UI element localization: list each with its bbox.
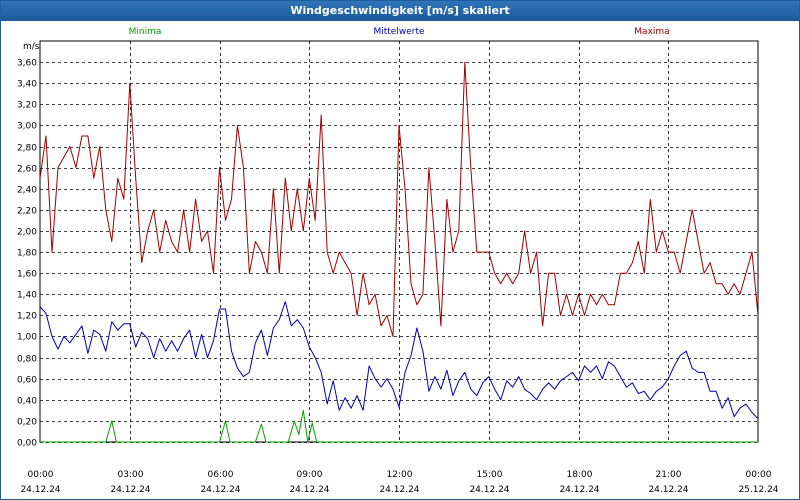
legend-maxima: Maxima [634,27,669,37]
y-tick-label: 1,00 [17,333,37,343]
y-tick-label: 3,40 [17,80,37,90]
x-tick-date: 24.12.24 [20,485,60,495]
x-tick-time: 12:00 [387,470,413,480]
x-tick-time: 09:00 [297,470,323,480]
y-tick-label: 1,60 [17,270,37,280]
legend-mittelwerte: Mittelwerte [373,27,424,37]
x-tick-time: 15:00 [477,470,503,480]
y-tick-label: 1,20 [17,312,37,322]
x-tick-time: 18:00 [567,470,593,480]
series-line-maxima [39,61,759,337]
y-tick-label: 1,40 [17,291,37,301]
y-tick-label: 0,20 [17,418,37,428]
x-tick-date: 24.12.24 [469,485,509,495]
y-tick-label: 2,40 [17,186,37,196]
y-tick-label: 1,80 [17,249,37,259]
x-tick-date: 25.12.24 [738,485,778,495]
wind-speed-chart: 0,00 0,20 0,40 0,60 0,80 1,00 1,20 1,40 1,60 1,80… [17,27,779,495]
x-tick-time: 00:00 [746,470,772,480]
y-tick-label: 2,20 [17,207,37,217]
x-tick-date: 24.12.24 [648,485,688,495]
x-tick-date: 24.12.24 [289,485,329,495]
x-tick-time: 06:00 [208,470,234,480]
series-line-minima [40,409,758,443]
y-tick-label: 3,20 [17,101,37,111]
x-tick-time: 00:00 [28,470,54,480]
x-tick-time: 03:00 [118,470,144,480]
y-tick-label: 2,80 [17,144,37,154]
y-tick-label: 0,40 [17,397,37,407]
series-line-mittelwerte [39,301,759,420]
window-title: Windgeschwindigkeit [m/s] skaliert [1,1,799,21]
plot-area [39,40,759,443]
y-tick-label: 3,00 [17,122,37,132]
y-tick-label: 0,80 [17,355,37,365]
y-tick-label: 3,60 [17,59,37,69]
y-tick-label: 2,60 [17,165,37,175]
y-tick-label: 0,60 [17,376,37,386]
y-tick-label: 2,00 [17,228,37,238]
y-tick-label: 0,00 [17,439,37,449]
x-tick-date: 24.12.24 [200,485,240,495]
x-tick-date: 24.12.24 [379,485,419,495]
x-tick-date: 24.12.24 [110,485,150,495]
legend-minima: Minima [129,27,162,37]
x-tick-date: 24.12.24 [559,485,599,495]
x-tick-time: 21:00 [656,470,682,480]
y-axis-label: m/s [23,42,40,52]
